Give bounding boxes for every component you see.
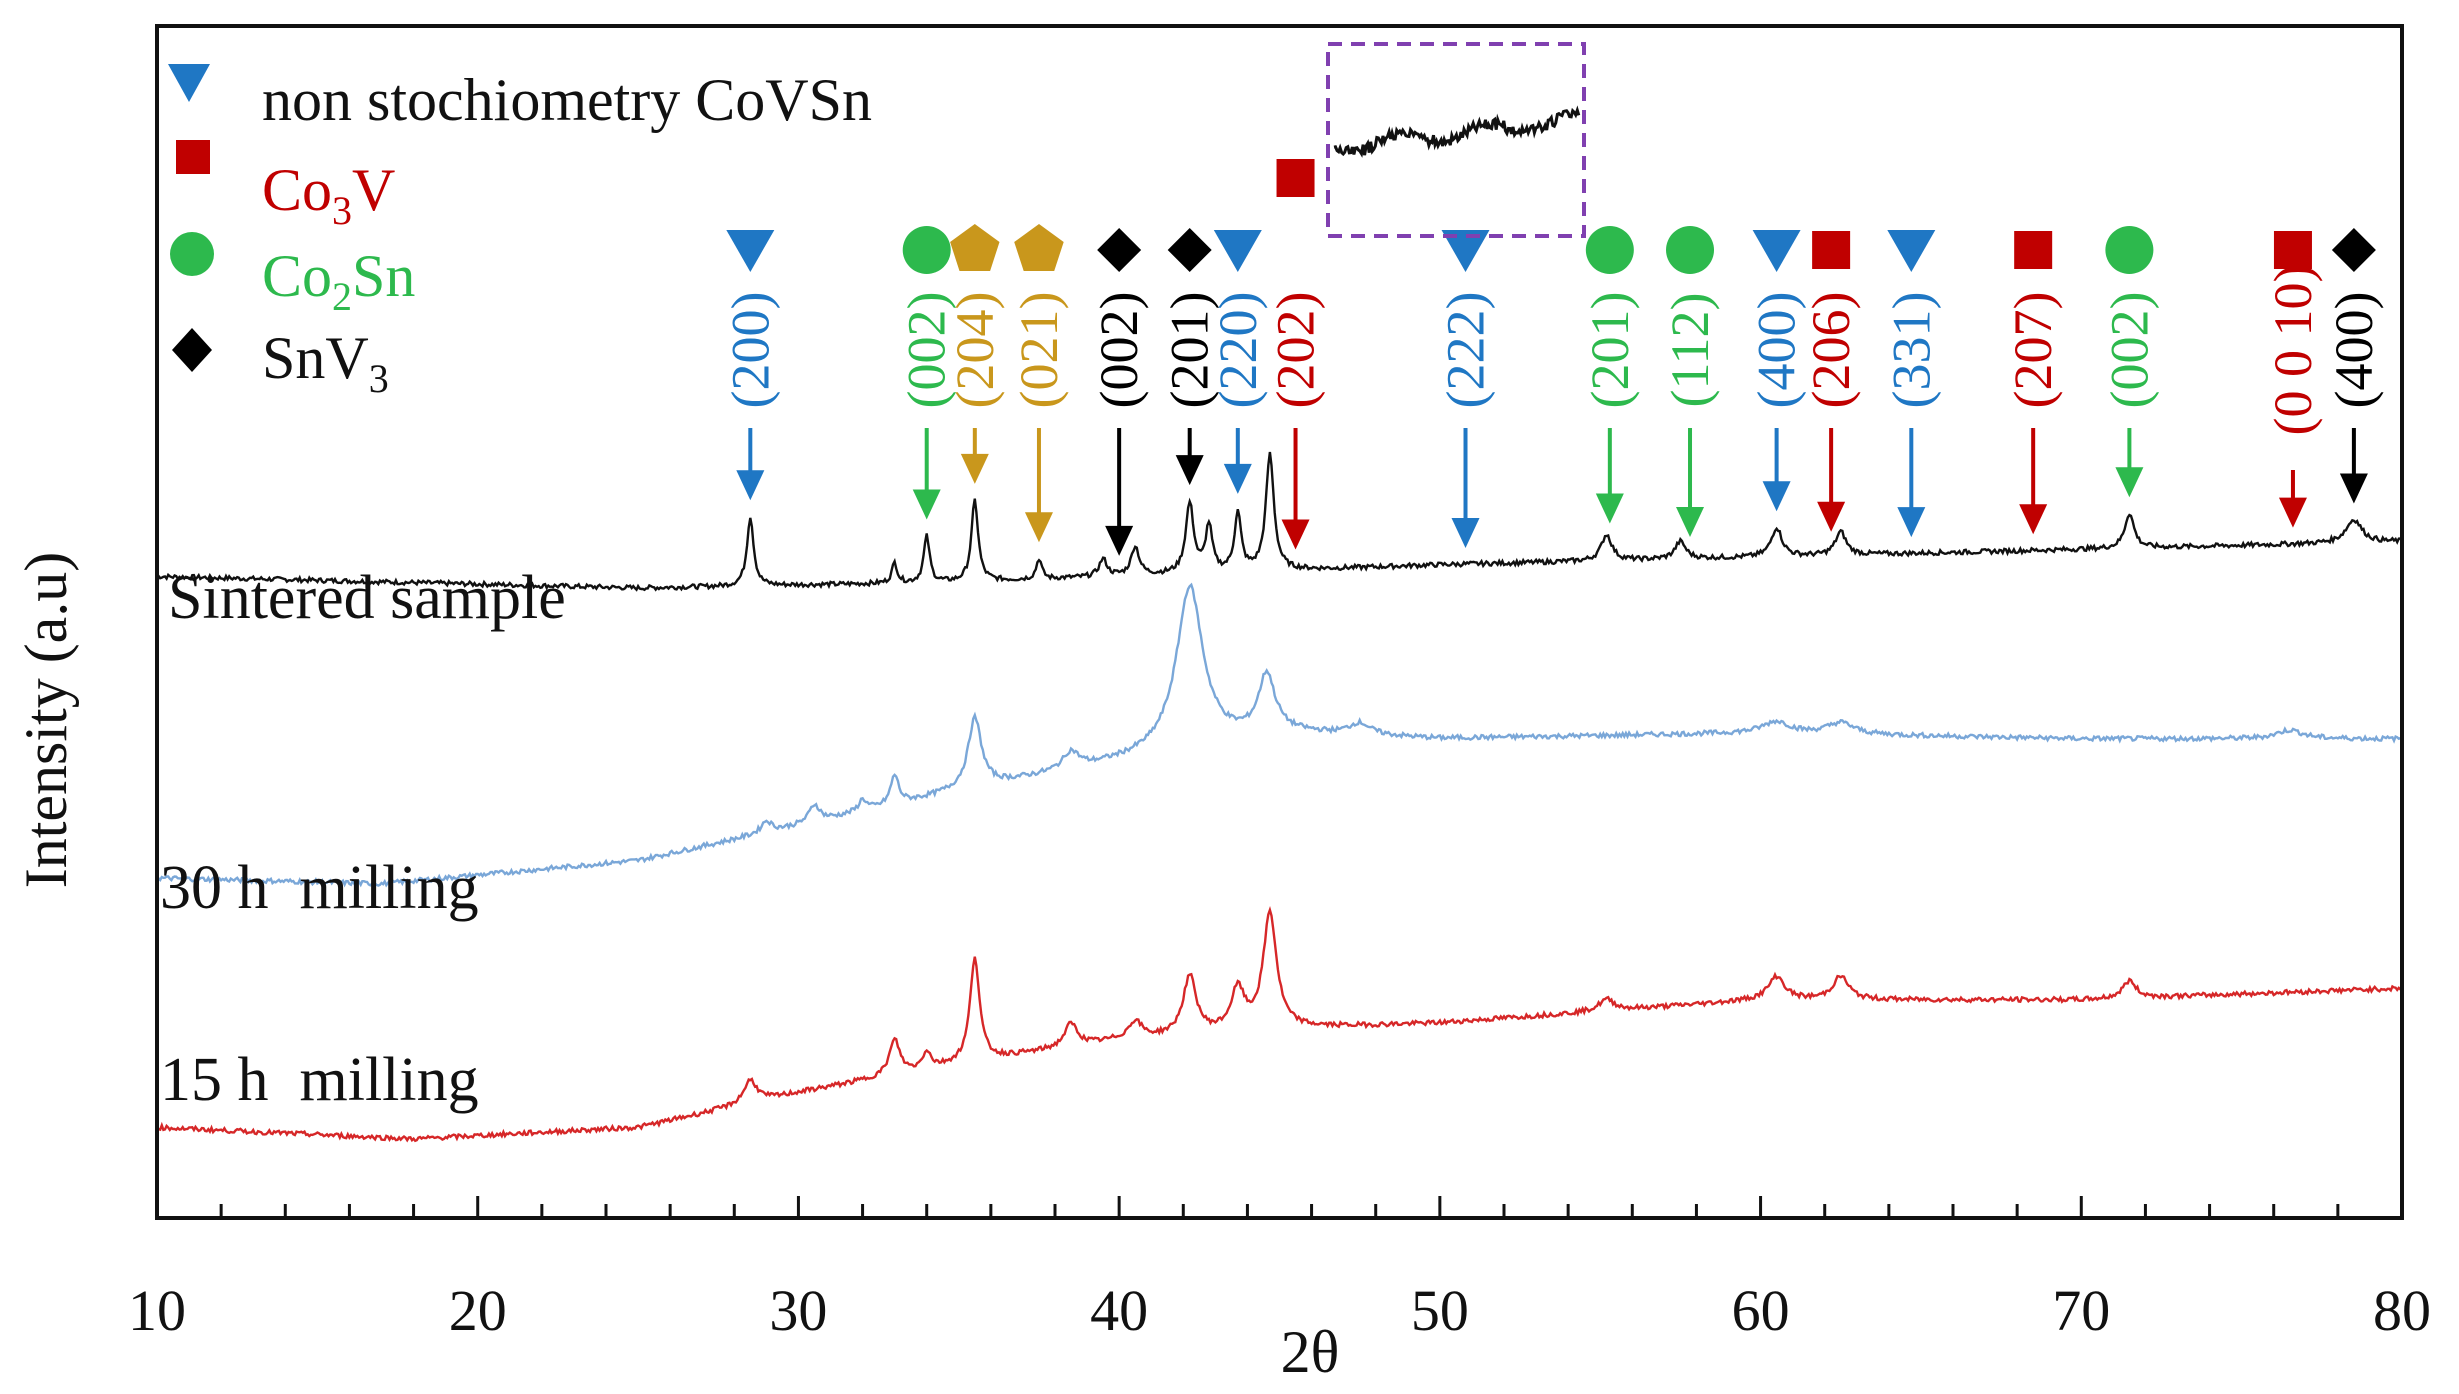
peak-marker-square — [2273, 231, 2312, 269]
peak-arrow-head — [1762, 481, 1791, 512]
peak-arrow-head — [1281, 519, 1310, 550]
legend-circle-marker — [170, 232, 214, 276]
peak-arrow-head — [1175, 455, 1204, 486]
legend-label-snv3: SnV3 — [262, 325, 389, 401]
legend-label-covsn: non stochiometry CoVSn — [262, 67, 872, 133]
legend-label-co2sn: Co2Sn — [262, 243, 415, 319]
peak-arrow-head — [2019, 504, 2048, 535]
peak-marker-diamond — [2331, 228, 2376, 272]
inset-box — [1326, 42, 1586, 238]
peak-label: (112) — [1660, 293, 1720, 408]
peak-label: (222) — [1436, 292, 1496, 409]
x-tick-label: 60 — [1732, 1278, 1790, 1343]
peak-arrow-head — [912, 489, 941, 520]
peak-arrow-head — [2339, 473, 2368, 504]
x-tick-label: 10 — [128, 1278, 186, 1343]
peak-marker-circle — [902, 226, 951, 274]
peak-arrow-head — [1223, 463, 1252, 494]
x-tick-label: 50 — [1411, 1278, 1469, 1343]
peak-arrow-head — [1105, 525, 1134, 556]
series-line-0 — [156, 451, 2404, 592]
legend-square-marker — [176, 140, 210, 174]
peak-label: (201) — [1580, 292, 1640, 409]
peak-label: (200) — [720, 292, 780, 409]
x-tick-label: 70 — [2052, 1278, 2110, 1343]
peak-marker-triangle — [1752, 230, 1801, 272]
x-tick-label: 80 — [2373, 1278, 2431, 1343]
peak-arrow-head — [736, 470, 765, 501]
peak-label: (204) — [945, 292, 1005, 409]
peak-label: (202) — [1266, 292, 1326, 409]
peak-marker-square — [1812, 231, 1851, 269]
peak-marker-diamond — [1167, 228, 1212, 272]
peak-arrow-head — [1595, 493, 1624, 524]
inset-trace — [1333, 105, 1581, 158]
series-layer — [156, 451, 2404, 1143]
x-axis-title: 2θ — [1281, 1319, 1340, 1385]
peak-arrow-head — [1024, 512, 1053, 543]
peak-label: (201) — [1160, 292, 1220, 409]
series-label-30h: 30 h milling — [160, 854, 479, 922]
peak-marker-diamond — [1097, 228, 1142, 272]
peak-arrow-head — [1451, 517, 1480, 548]
peak-arrow-head — [1676, 507, 1705, 538]
legend-label-co3v: Co3V — [262, 157, 395, 233]
peak-marker-pentagon — [950, 224, 1000, 271]
peak-marker-triangle — [1441, 230, 1490, 272]
peak-marker-circle — [1585, 226, 1634, 274]
peak-marker-circle — [2105, 226, 2154, 274]
peak-label: (400) — [2324, 292, 2384, 409]
legend-triangle-marker — [168, 64, 210, 102]
peak-annotations: (200) (002)(204) (021) (002) (201)(220)(202)… — [720, 159, 2384, 556]
peak-arrow-head — [960, 453, 989, 484]
peak-label: (206) — [1801, 292, 1861, 409]
peak-label: (207) — [2003, 292, 2063, 409]
series-label-sintered: Sintered sample — [168, 564, 566, 632]
y-axis-title: Intensity (a.u) — [13, 552, 79, 889]
legend-diamond-marker — [172, 328, 212, 372]
peak-marker-square — [1276, 159, 1315, 197]
peak-arrow-head — [1897, 507, 1926, 538]
series-line-2 — [156, 906, 2403, 1143]
peak-arrow-head — [2278, 497, 2307, 528]
x-tick-label: 30 — [769, 1278, 827, 1343]
peak-label: (021) — [1009, 292, 1069, 409]
legend: non stochiometry CoVSn Co3V Co2Sn SnV3 — [168, 64, 872, 401]
peak-marker-triangle — [726, 230, 775, 272]
plot-frame — [155, 24, 2404, 1220]
peak-marker-circle — [1666, 226, 1715, 274]
peak-label: (331) — [1881, 292, 1941, 409]
peak-label: (002) — [1089, 292, 1149, 409]
peak-arrow-head — [1817, 501, 1846, 532]
peak-arrow-head — [2115, 467, 2144, 498]
peak-label: (002) — [2099, 292, 2159, 409]
peak-marker-pentagon — [1014, 224, 1064, 271]
x-tick-label: 20 — [449, 1278, 507, 1343]
series-label-15h: 15 h milling — [160, 1046, 479, 1114]
series-line-1 — [156, 582, 2403, 889]
peak-label: (220) — [1208, 292, 1268, 409]
peak-marker-square — [2014, 231, 2053, 269]
peak-marker-triangle — [1213, 230, 1262, 272]
peak-label: (002) — [897, 292, 957, 409]
peak-marker-triangle — [1887, 230, 1936, 272]
x-ticks: 10 20 30 40 50 60 70 80 — [128, 1196, 2431, 1343]
peak-label: (400) — [1747, 292, 1807, 409]
peak-label: (0 0 10) — [2263, 265, 2323, 436]
x-tick-label: 40 — [1090, 1278, 1148, 1343]
